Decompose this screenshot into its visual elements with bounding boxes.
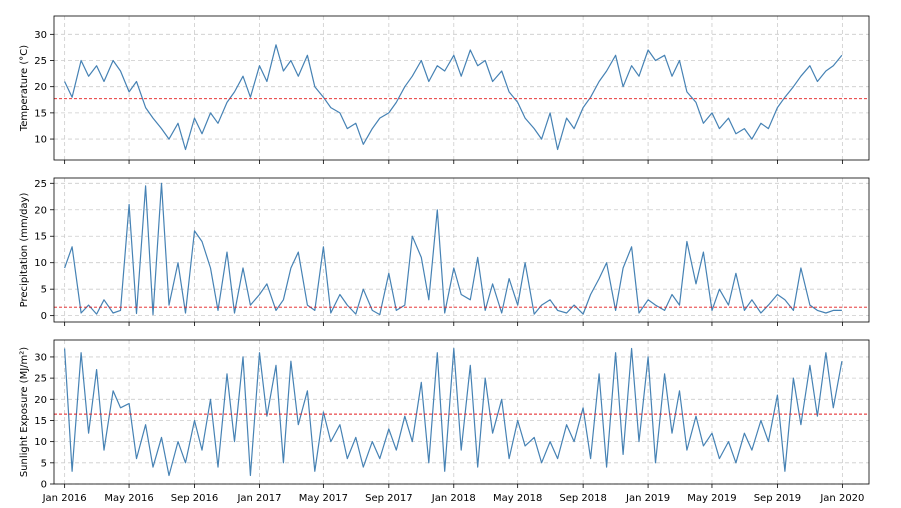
y-tick-label: 15 (34, 416, 47, 427)
y-tick-label: 30 (34, 352, 47, 363)
y-tick-label: 25 (34, 56, 47, 67)
x-tick-label: Sep 2016 (171, 493, 218, 504)
y-tick-label: 0 (41, 480, 47, 491)
y-tick-label: 10 (34, 135, 47, 146)
x-tick-label: May 2018 (493, 493, 542, 504)
y-axis-label: Temperature (°C) (19, 45, 30, 132)
data-series-line (64, 44, 843, 151)
y-tick-label: 20 (34, 395, 47, 406)
axes-frame (53, 339, 870, 485)
subplot-3: 0 5 10 15 20 25 30 Sunlight Exposure (MJ/m²) (19, 339, 870, 491)
subplot-1: 10 15 20 25 30 Temperature (°C) (19, 15, 870, 164)
x-tick-label: May 2016 (104, 493, 153, 504)
x-tick-label: May 2019 (687, 493, 736, 504)
y-axis-label: Precipitation (mm/day) (19, 193, 30, 308)
axes-frame (53, 177, 870, 323)
y-tick-label: 25 (34, 179, 47, 190)
data-series-line (64, 182, 842, 316)
x-tick-label: Jan 2017 (236, 493, 281, 504)
subplot-2: 0 5 10 15 20 25 Precipitation (mm/day) (19, 177, 870, 326)
data-series-line (64, 347, 843, 477)
y-tick-label: 20 (34, 82, 47, 93)
x-tick-label: Sep 2018 (559, 493, 606, 504)
x-tick-label: Jan 2018 (431, 493, 476, 504)
x-tick-label: Sep 2017 (365, 493, 412, 504)
y-tick-label: 5 (41, 458, 47, 469)
x-tick-label: Sep 2019 (754, 493, 801, 504)
y-tick-label: 30 (34, 30, 47, 41)
y-tick-label: 0 (41, 311, 47, 322)
x-tick-label: May 2017 (299, 493, 348, 504)
y-tick-label: 5 (41, 285, 47, 296)
y-tick-label: 15 (34, 232, 47, 243)
y-tick-label: 15 (34, 108, 47, 119)
x-tick-label: Jan 2020 (819, 493, 864, 504)
y-tick-label: 20 (34, 205, 47, 216)
axes-frame (53, 15, 870, 161)
y-axis-label: Sunlight Exposure (MJ/m²) (19, 347, 30, 477)
y-tick-label: 10 (34, 258, 47, 269)
y-tick-label: 25 (34, 374, 47, 385)
y-tick-label: 10 (34, 437, 47, 448)
x-tick-label: Jan 2019 (625, 493, 670, 504)
x-tick-label: Jan 2016 (42, 493, 87, 504)
